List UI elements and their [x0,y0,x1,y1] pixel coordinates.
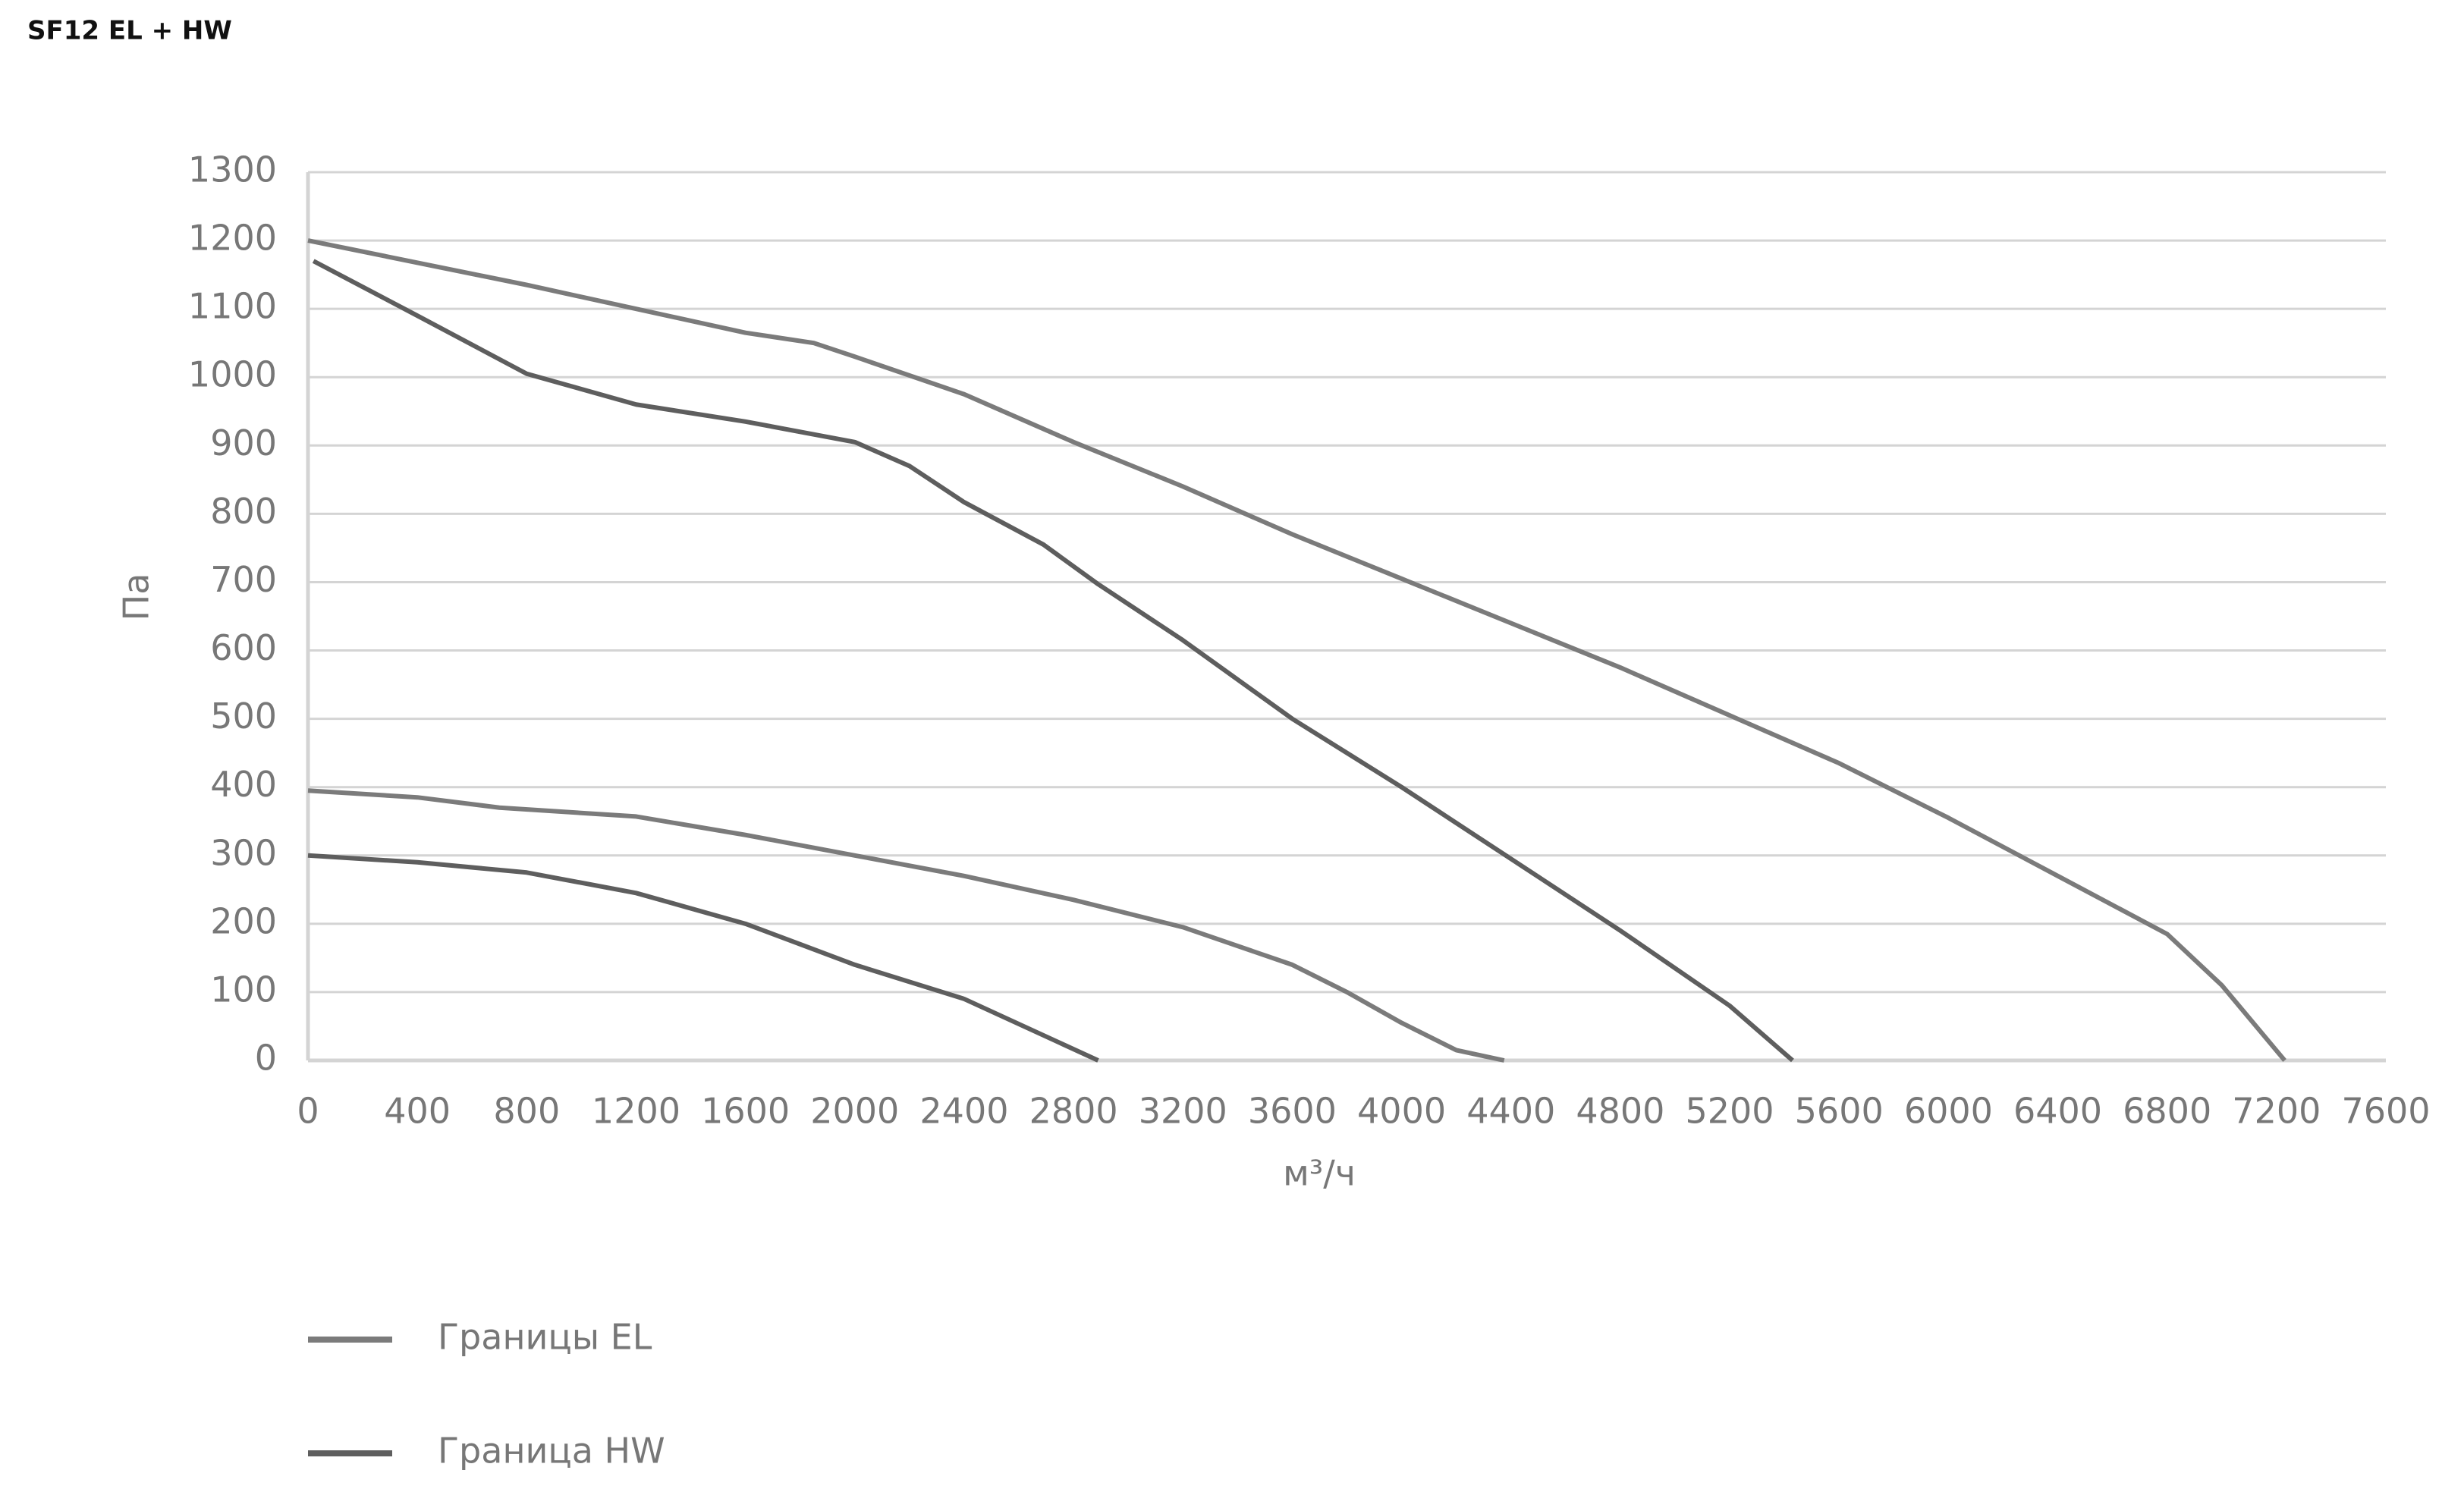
y-tick-label: 0 [255,1038,277,1079]
series-line [307,259,1794,1063]
x-tick-label: 800 [493,1091,560,1132]
x-tick-label: 1200 [592,1091,680,1132]
x-tick-label: 0 [297,1091,319,1132]
x-tick-label: 400 [384,1091,451,1132]
x-tick-label: 4000 [1357,1091,1446,1132]
x-tick-label: 3200 [1139,1091,1227,1132]
x-tick-label: 7600 [2341,1091,2430,1132]
x-axis-label: м³/ч [1283,1153,1356,1194]
y-tick-label: 700 [210,559,277,600]
chart-title: SF12 EL + HW [27,16,232,46]
y-tick-label: 800 [210,491,277,532]
legend-label: Границы EL [438,1317,652,1358]
y-tick-label: 500 [210,696,277,737]
x-tick-label: 5200 [1686,1091,1774,1132]
x-tick-label: 5600 [1795,1091,1884,1132]
y-tick-label: 300 [210,832,277,873]
x-tick-label: 6000 [1904,1091,1993,1132]
x-tick-label: 4800 [1576,1091,1664,1132]
y-tick-label: 400 [210,764,277,805]
y-tick-label: 1300 [188,149,277,190]
x-tick-label: 3600 [1248,1091,1337,1132]
x-tick-label: 2400 [919,1091,1008,1132]
y-tick-label: 900 [210,423,277,463]
x-tick-label: 2000 [810,1091,899,1132]
y-axis-label: Па [116,573,157,621]
y-tick-label: 1000 [188,354,277,395]
x-tick-label: 6400 [2013,1091,2102,1132]
x-tick-label: 7200 [2232,1091,2321,1132]
y-tick-label: 1100 [188,286,277,327]
x-tick-label: 2800 [1029,1091,1118,1132]
y-tick-label: 100 [210,969,277,1010]
series-line [307,238,2286,1063]
y-tick-label: 200 [210,900,277,941]
y-tick-label: 600 [210,627,277,668]
y-tick-label: 1200 [188,218,277,259]
x-tick-label: 6800 [2123,1091,2211,1132]
legend-label: Граница HW [438,1431,665,1472]
x-tick-label: 1600 [701,1091,790,1132]
x-tick-label: 4400 [1466,1091,1555,1132]
